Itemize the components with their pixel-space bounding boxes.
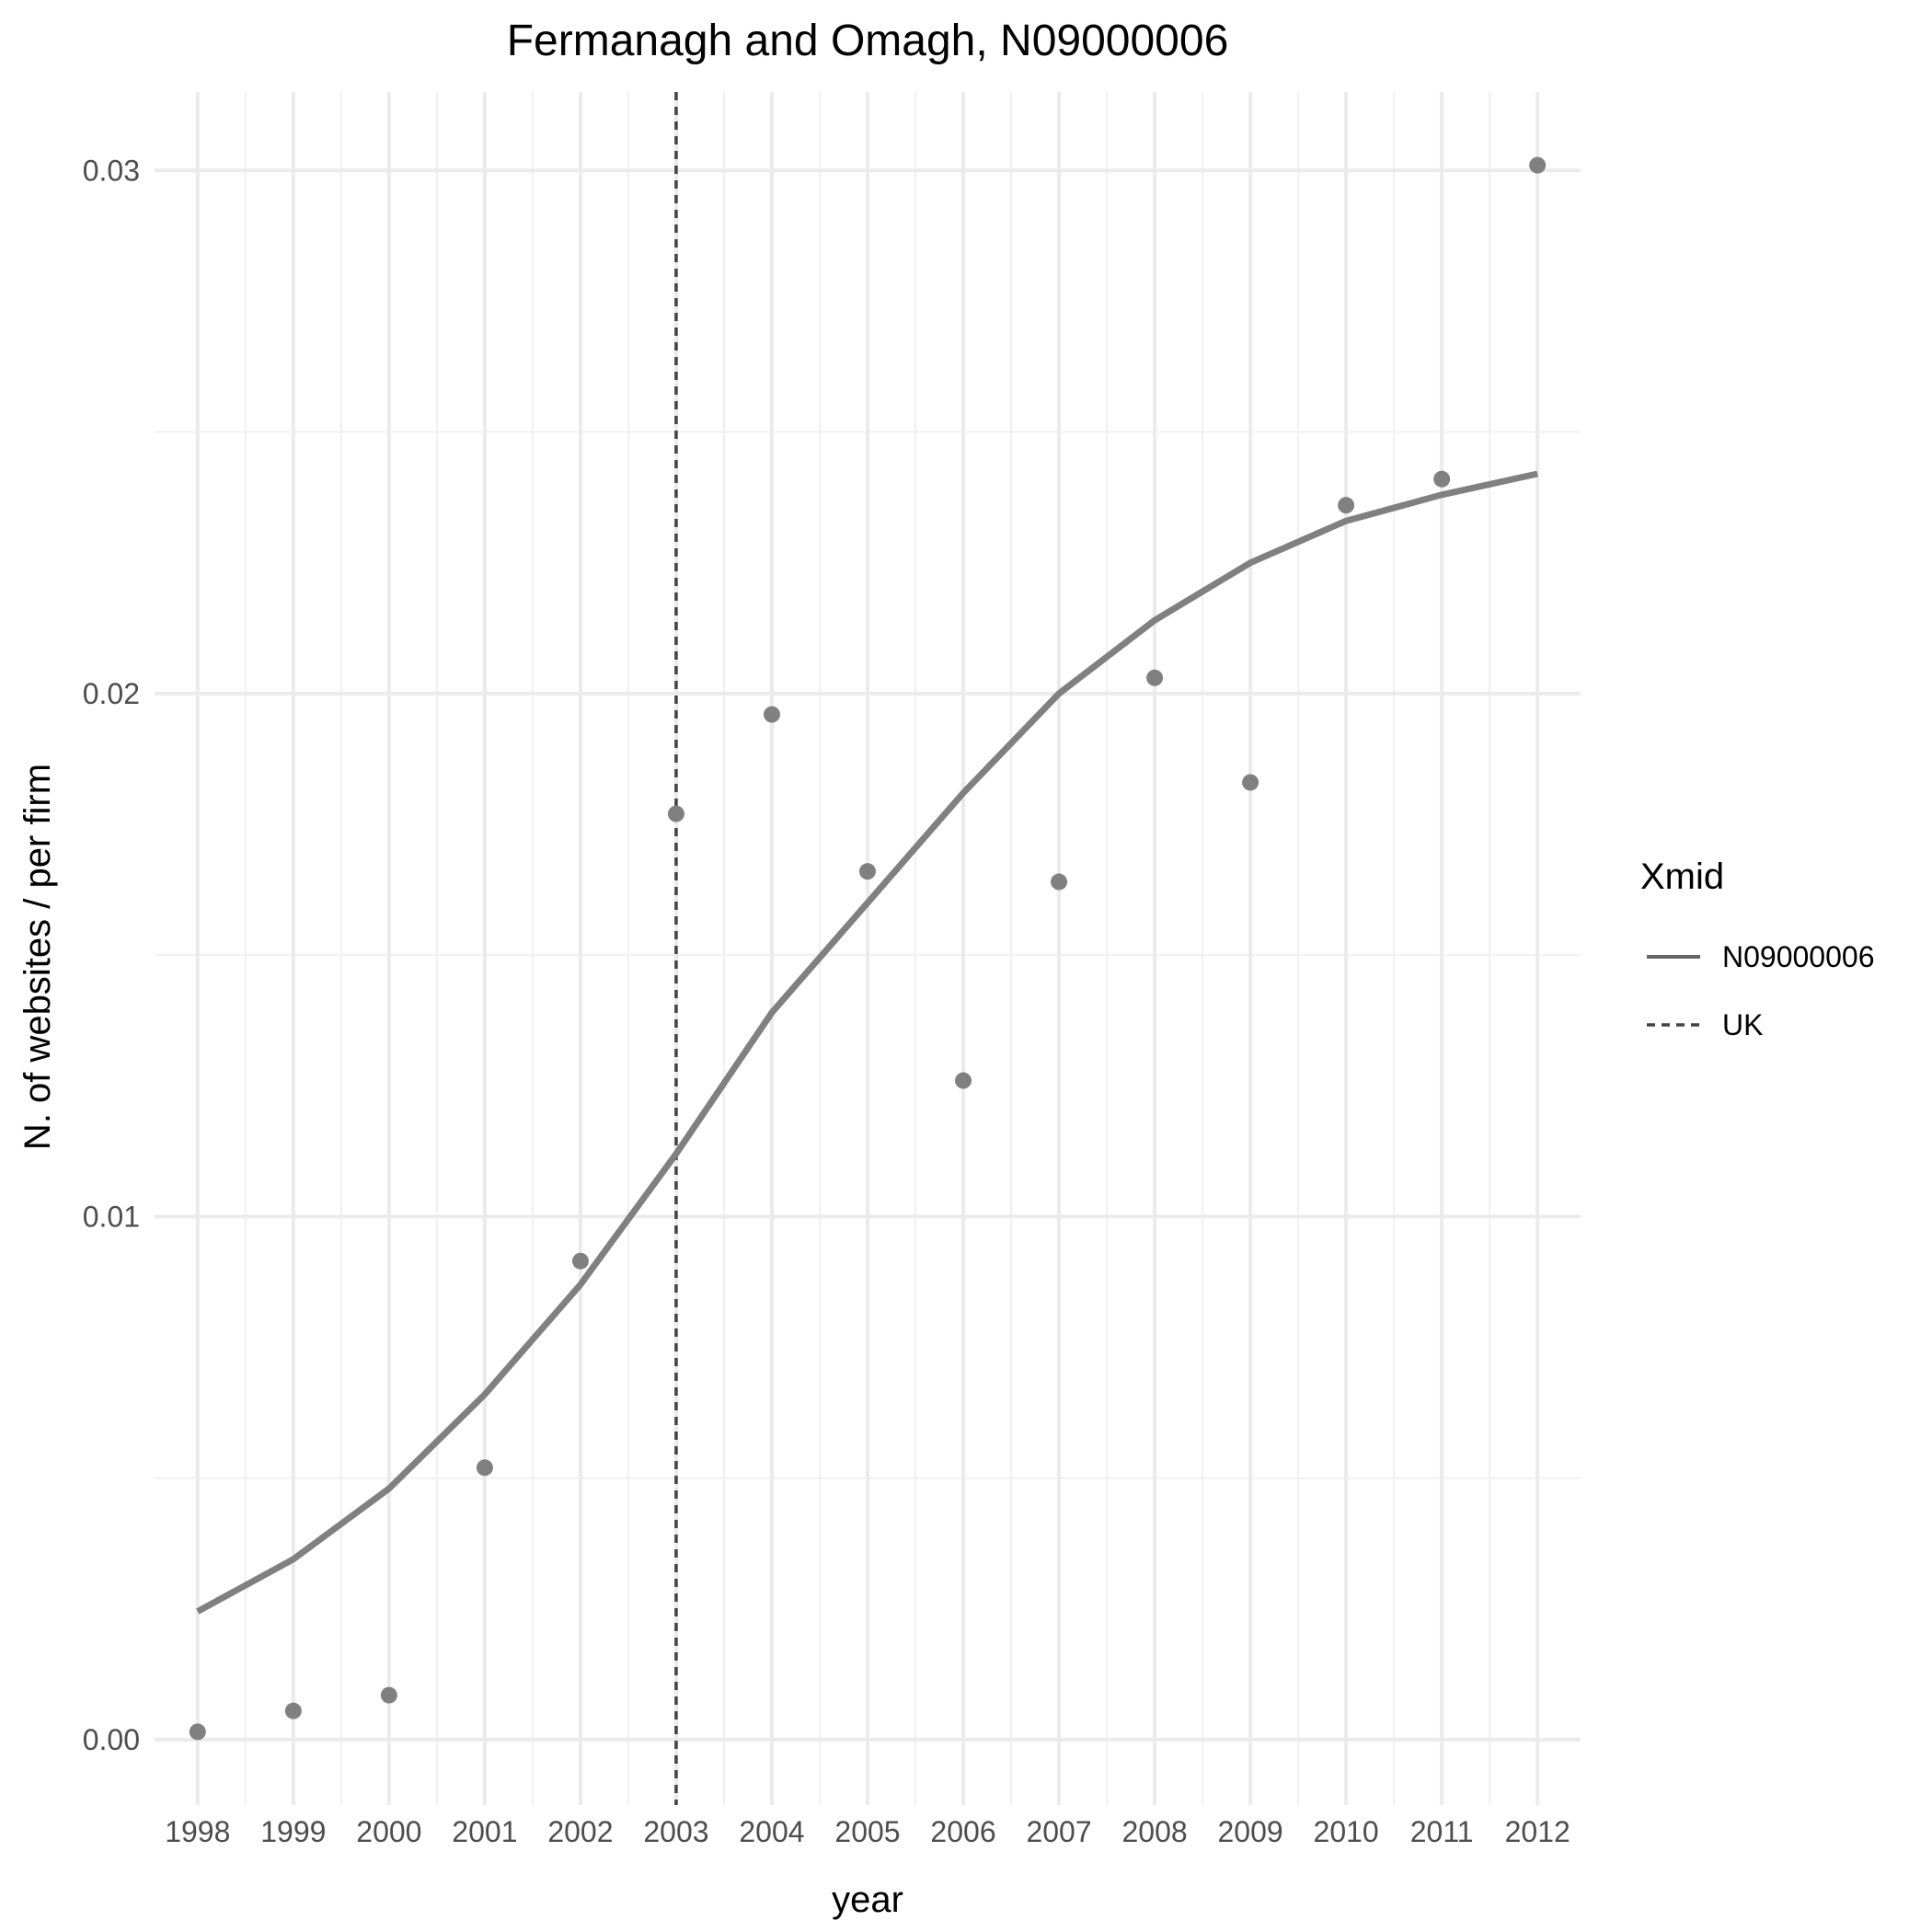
data-point bbox=[1146, 669, 1164, 686]
data-point bbox=[763, 706, 780, 723]
legend: Xmid N09000006 UK bbox=[1640, 857, 1874, 1041]
data-point bbox=[1051, 873, 1068, 891]
series-line-N09000006 bbox=[196, 470, 1538, 1615]
x-tick-label: 2002 bbox=[547, 1815, 613, 1848]
x-tick-label: 2009 bbox=[1218, 1815, 1283, 1848]
data-point bbox=[1433, 470, 1451, 488]
data-point bbox=[476, 1459, 493, 1477]
points-layer bbox=[189, 156, 1547, 1741]
plot-grid bbox=[155, 92, 1581, 1805]
x-tick-label: 2001 bbox=[452, 1815, 517, 1848]
x-tick-label: 1999 bbox=[260, 1815, 326, 1848]
data-point bbox=[1529, 156, 1547, 174]
series-layer bbox=[196, 470, 1538, 1615]
legend-title: Xmid bbox=[1640, 857, 1724, 897]
x-tick-label: 2006 bbox=[930, 1815, 995, 1848]
data-point bbox=[284, 1702, 302, 1719]
data-point bbox=[380, 1686, 397, 1704]
x-tick-label: 2012 bbox=[1505, 1815, 1570, 1848]
data-point bbox=[1338, 497, 1355, 514]
x-axis-label: year bbox=[832, 1880, 903, 1920]
data-point bbox=[859, 863, 876, 880]
x-tick-label: 2007 bbox=[1026, 1815, 1091, 1848]
data-point bbox=[667, 805, 684, 822]
legend-label-UK: UK bbox=[1722, 1008, 1763, 1041]
y-axis-label: N. of websites / per firm bbox=[17, 764, 58, 1150]
y-tick-label: 0.03 bbox=[83, 154, 140, 187]
x-tick-label: 2000 bbox=[356, 1815, 421, 1848]
x-tick-label: 2008 bbox=[1121, 1815, 1187, 1848]
y-tick-label: 0.01 bbox=[83, 1200, 140, 1233]
x-tick-label: 2011 bbox=[1410, 1815, 1474, 1848]
y-axis: 0.00 0.01 0.02 0.03 bbox=[83, 154, 140, 1756]
data-point bbox=[189, 1723, 206, 1741]
data-point bbox=[1242, 774, 1259, 791]
x-axis: 1998 1999 2000 2001 2002 2003 2004 2005 2006 2007… bbox=[165, 1815, 1570, 1848]
legend-label-N09000006: N09000006 bbox=[1722, 940, 1874, 973]
y-tick-label: 0.02 bbox=[83, 677, 140, 710]
y-tick-label: 0.00 bbox=[83, 1723, 140, 1756]
legend-entries: N09000006 UK bbox=[1647, 940, 1874, 1041]
chart-title: Fermanagh and Omagh, N09000006 bbox=[507, 17, 1229, 65]
x-tick-label: 2005 bbox=[834, 1815, 900, 1848]
x-tick-label: 1998 bbox=[165, 1815, 230, 1848]
x-tick-label: 2010 bbox=[1314, 1815, 1379, 1848]
x-tick-label: 2004 bbox=[739, 1815, 804, 1848]
data-point bbox=[571, 1252, 589, 1270]
x-tick-label: 2003 bbox=[643, 1815, 708, 1848]
data-point bbox=[955, 1072, 972, 1089]
